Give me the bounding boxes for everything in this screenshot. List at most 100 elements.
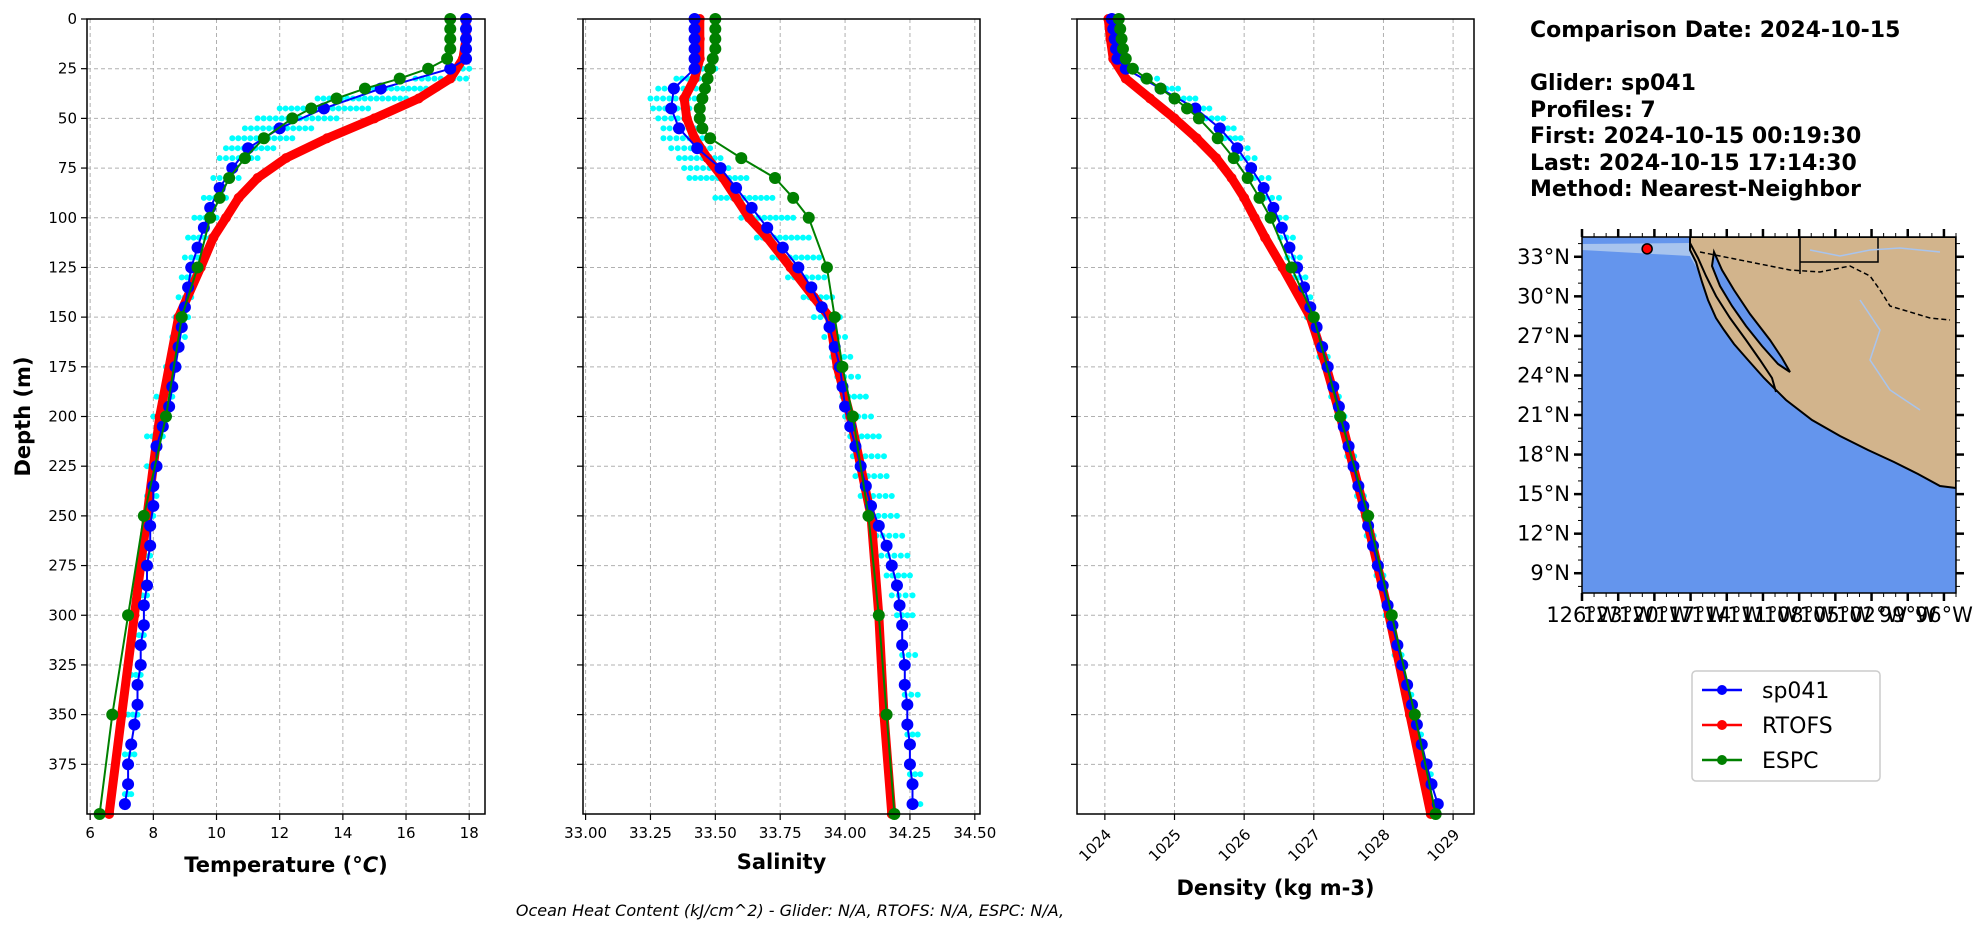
density-raw-glider-point (1237, 135, 1244, 142)
density-raw-glider-point (1224, 125, 1231, 132)
temperature-raw-glider-point (335, 105, 342, 112)
map-lon-label: 120°W (1619, 603, 1691, 627)
salinity-raw-glider-point (895, 572, 902, 579)
depth-ytick-label: 100 (48, 209, 77, 227)
density-ticks: 1024 1025 1026 1027 1028 1029 (1071, 18, 1463, 866)
temperature-raw-glider-point (125, 711, 132, 718)
temperature-raw-glider-point (308, 125, 315, 132)
salinity-raw-glider-point (909, 731, 916, 738)
temperature-xlabel-close: ) (378, 853, 388, 877)
temperature-rtofs-point (116, 709, 127, 720)
salinity-raw-glider-point (912, 771, 919, 778)
salinity-raw-glider-point (673, 75, 680, 82)
temperature-raw-glider-point (241, 125, 248, 132)
salinity-xtick-label: 34.25 (888, 824, 931, 842)
salinity-sp041-point (688, 32, 701, 45)
temperature-raw-glider-point (315, 115, 322, 122)
salinity-espc-point (709, 42, 722, 55)
depth-ytick-label: 50 (58, 109, 77, 127)
salinity-espc-point (701, 72, 714, 85)
legend-item-sp041: sp041 (1702, 679, 1829, 704)
temperature-raw-glider-point (290, 125, 297, 132)
salinity-xtick-label: 34.00 (824, 824, 867, 842)
density-espc-point (1181, 102, 1194, 115)
legend-label-espc: ESPC (1762, 749, 1819, 774)
temperature-espc-point (441, 52, 454, 65)
salinity-xtick-label: 34.50 (953, 824, 996, 842)
temperature-sp041-point (131, 678, 144, 691)
temperature-raw-glider-point (258, 145, 265, 152)
density-espc-point (1192, 112, 1205, 125)
salinity-espc-point (846, 410, 859, 423)
temperature-xlabel-degree: °C (352, 853, 379, 877)
salinity-raw-glider-point (693, 165, 700, 172)
density-raw-glider-point (1154, 75, 1161, 82)
temperature-raw-glider-point (128, 791, 135, 798)
salinity-raw-glider-point (660, 95, 667, 102)
temperature-rtofs-point (220, 212, 231, 223)
temperature-espc-point (122, 609, 135, 622)
salinity-raw-glider-point (763, 194, 770, 201)
density-sp041-line (1110, 18, 1439, 806)
salinity-raw-glider-point (772, 214, 779, 221)
temperature-sp041-point (122, 778, 135, 791)
map-gulf-of-california (1710, 248, 1791, 373)
density-sp041-point (1111, 52, 1124, 65)
salinity-raw-glider-point (753, 234, 760, 241)
salinity-raw-glider-point (668, 145, 675, 152)
temperature-raw-glider-point (136, 632, 143, 639)
salinity-sp041-point (688, 42, 701, 55)
depth-ylabel: Depth (m) (11, 356, 35, 476)
salinity-raw-glider-point (858, 433, 865, 440)
salinity-raw-glider-point (769, 254, 776, 261)
salinity-espc-point (872, 609, 885, 622)
salinity-raw-glider-point (660, 125, 667, 132)
salinity-raw-glider-point (914, 691, 921, 698)
salinity-raw-glider-point (905, 652, 912, 658)
salinity-raw-glider-point (692, 175, 699, 181)
salinity-raw-glider-point (761, 214, 768, 221)
salinity-raw-glider-point (862, 453, 869, 460)
map-lat-label: 21°N (1517, 403, 1570, 427)
density-sp041-point (1283, 241, 1296, 254)
density-rtofs-point (1260, 232, 1271, 243)
temperature-espc-point (444, 42, 457, 55)
temperature-espc-point (257, 132, 270, 145)
map-lat-label: 9°N (1530, 561, 1570, 585)
temperature-xtick-label: 14 (333, 824, 352, 842)
temperature-espc-point (238, 152, 251, 165)
salinity-sp041-point (893, 599, 906, 612)
salinity-raw-glider-point (798, 254, 805, 261)
density-gridlines (1077, 18, 1474, 814)
salinity-sp041-point (745, 201, 758, 214)
density-raw-glider-point (1258, 175, 1265, 181)
density-sp041-point (1231, 142, 1244, 155)
temperature-sp041-point (147, 499, 160, 512)
salinity-raw-glider-point (655, 115, 662, 122)
salinity-raw-glider-point (883, 473, 890, 480)
temperature-raw-glider-point (282, 105, 289, 112)
legend-marker-rtofs (1717, 720, 1727, 730)
salinity-raw-glider-point (888, 592, 895, 599)
density-raw-glider-point (1265, 175, 1272, 181)
temperature-raw-glider-point (405, 85, 412, 92)
temperature-raw-glider-point (254, 155, 261, 162)
salinity-raw-glider-point (709, 175, 716, 181)
salinity-raw-glider-point (784, 214, 791, 221)
temperature-espc-point (191, 261, 204, 274)
temperature-raw-glider-point (309, 115, 316, 122)
temperature-xtick-label: 6 (85, 824, 95, 842)
density-xtick-label: 1026 (1215, 826, 1255, 866)
density-raw-glider-point (1174, 85, 1181, 92)
legend-item-espc: ESPC (1702, 749, 1819, 774)
temperature-rtofs-point (369, 113, 380, 124)
density-espc-point (1140, 72, 1153, 85)
salinity-raw-glider-point (723, 194, 730, 201)
salinity-sp041-point (667, 82, 680, 95)
temperature-rtofs-point (445, 73, 456, 84)
temperature-raw-glider-point (153, 493, 160, 499)
salinity-raw-glider-point (666, 125, 673, 132)
density-raw-glider-point (1232, 135, 1239, 142)
temperature-raw-glider-point (289, 135, 296, 142)
density-espc-point (1227, 152, 1240, 165)
